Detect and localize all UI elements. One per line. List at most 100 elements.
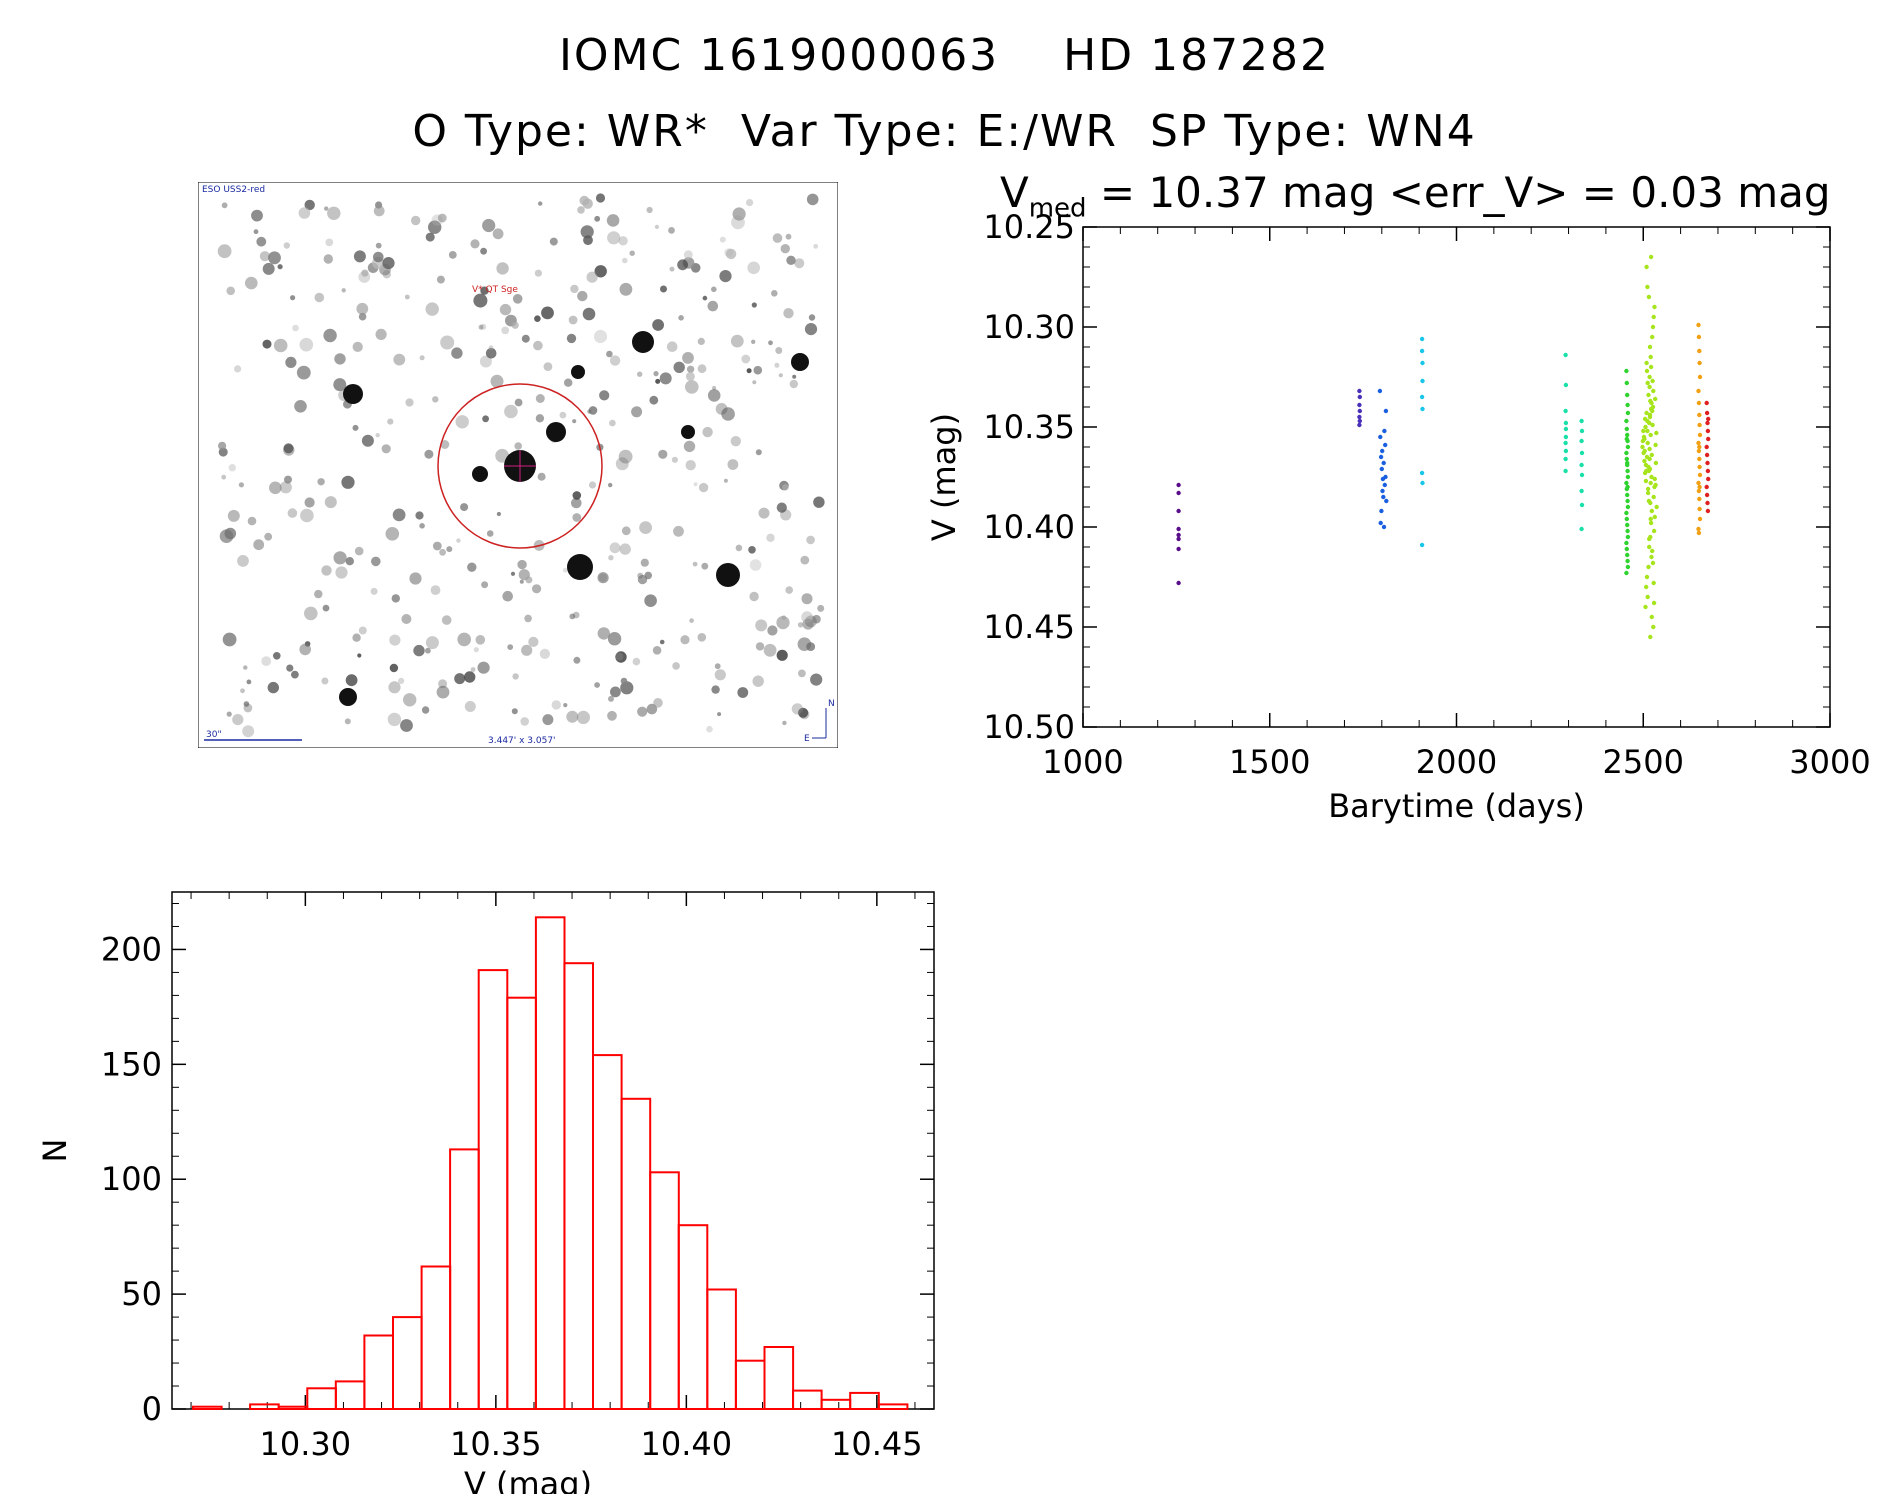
sky-star — [323, 254, 333, 264]
sky-star — [512, 673, 519, 680]
lc-point-g3 — [1378, 434, 1383, 440]
lc-point-g9 — [1705, 460, 1710, 466]
hist-bar — [363, 1334, 394, 1410]
sky-star — [732, 207, 746, 221]
sky-star — [234, 365, 242, 373]
sky-star — [393, 353, 406, 366]
sky-star — [717, 712, 722, 717]
sky-star — [269, 481, 282, 495]
sky-star — [496, 511, 501, 517]
sky-star — [296, 365, 311, 380]
sky-star — [221, 474, 227, 480]
sky-star — [528, 636, 539, 647]
hist-bar — [392, 1316, 423, 1410]
sky-star — [482, 218, 496, 233]
sky-star — [573, 656, 581, 664]
lc-point-g6 — [1625, 438, 1630, 444]
sky-star — [698, 482, 709, 493]
sky-star — [486, 530, 494, 537]
sky-star — [353, 250, 366, 263]
lc-point-g7 — [1647, 536, 1652, 542]
sky-star — [283, 443, 294, 454]
sky-bright-star — [472, 466, 488, 482]
sky-star — [512, 294, 523, 304]
hist-xtick-label: 10.35 — [450, 1425, 542, 1463]
sky-star — [746, 368, 752, 374]
sky-star — [273, 338, 288, 353]
sky-star — [521, 334, 530, 343]
sky-star — [644, 594, 657, 607]
lc-point-g7 — [1646, 498, 1652, 504]
lc-point-g7 — [1649, 614, 1655, 620]
lc-point-g5 — [1579, 438, 1584, 444]
lc-point-g7 — [1651, 528, 1657, 534]
lc-point-g7 — [1642, 436, 1647, 442]
survey-label: ESO USS2-red — [202, 185, 265, 195]
lc-point-g4 — [1419, 336, 1425, 342]
lc-point-g6 — [1624, 368, 1629, 374]
hist-xtick-label: 10.45 — [831, 1425, 923, 1463]
sky-star — [413, 644, 425, 657]
page-title: IOMC 1619000063 HD 187282 — [558, 30, 1331, 81]
lc-point-g8 — [1696, 448, 1702, 454]
lc-point-g7 — [1647, 420, 1652, 426]
hist-ytick-label: 100 — [101, 1160, 162, 1198]
sky-star — [467, 562, 477, 572]
title-med: med — [1028, 193, 1087, 224]
lc-point-g5 — [1563, 420, 1569, 426]
lc-point-g9 — [1704, 400, 1709, 406]
lc-point-g2 — [1357, 408, 1363, 414]
sky-star — [388, 681, 401, 694]
lc-point-g7 — [1648, 500, 1653, 506]
sky-star — [659, 639, 665, 645]
sky-star — [609, 542, 621, 554]
hist-bar — [249, 1403, 280, 1411]
sky-star — [382, 257, 395, 270]
hist-bar — [506, 996, 537, 1410]
sky-star — [226, 711, 232, 717]
lc-point-g6 — [1624, 516, 1630, 522]
sky-star — [786, 255, 796, 265]
lc-point-g7 — [1648, 354, 1653, 360]
sky-star — [358, 312, 367, 321]
lc-point-g9 — [1704, 492, 1710, 498]
lc-point-g3 — [1384, 498, 1389, 504]
histogram-axes: 10.30 10.35 10.40 10.45 0 50 100 150 200 V (mag) N — [36, 891, 935, 1494]
sky-star — [352, 633, 361, 642]
sky-star — [322, 604, 330, 612]
lc-point-g6 — [1625, 468, 1630, 474]
sky-star — [475, 635, 486, 645]
hist-bar — [420, 1265, 452, 1410]
sky-star — [775, 347, 783, 354]
hist-ytick-label: 150 — [101, 1045, 162, 1083]
lc-point-g7 — [1647, 344, 1653, 350]
hist-xtick-label: 10.30 — [260, 1425, 352, 1463]
sky-star — [419, 523, 425, 529]
lc-point-g3 — [1381, 460, 1386, 466]
sky-star — [606, 214, 620, 227]
sky-star — [637, 706, 648, 717]
lc-point-g9 — [1704, 444, 1709, 450]
lc-point-g7 — [1648, 364, 1654, 370]
hist-ytick-label: 0 — [142, 1390, 162, 1428]
sky-star — [719, 270, 732, 283]
sky-star — [432, 396, 439, 403]
sky-star — [659, 372, 672, 385]
lc-point-g7 — [1645, 418, 1650, 424]
lc-point-g6 — [1624, 450, 1629, 456]
lc-point-g1 — [1176, 490, 1181, 496]
sky-star — [387, 418, 394, 425]
lc-point-g7 — [1653, 396, 1658, 402]
lc-point-g4 — [1420, 406, 1425, 412]
sky-star — [715, 403, 728, 415]
sky-star — [284, 475, 292, 484]
sky-star — [714, 663, 721, 670]
sky-star — [594, 682, 600, 688]
lc-point-g8 — [1697, 348, 1702, 354]
sky-star — [672, 662, 680, 670]
sky-star — [660, 285, 667, 293]
sky-bright-star — [716, 563, 740, 587]
lc-point-g7 — [1652, 476, 1658, 482]
sky-star — [794, 258, 805, 269]
sky-star — [609, 355, 621, 366]
